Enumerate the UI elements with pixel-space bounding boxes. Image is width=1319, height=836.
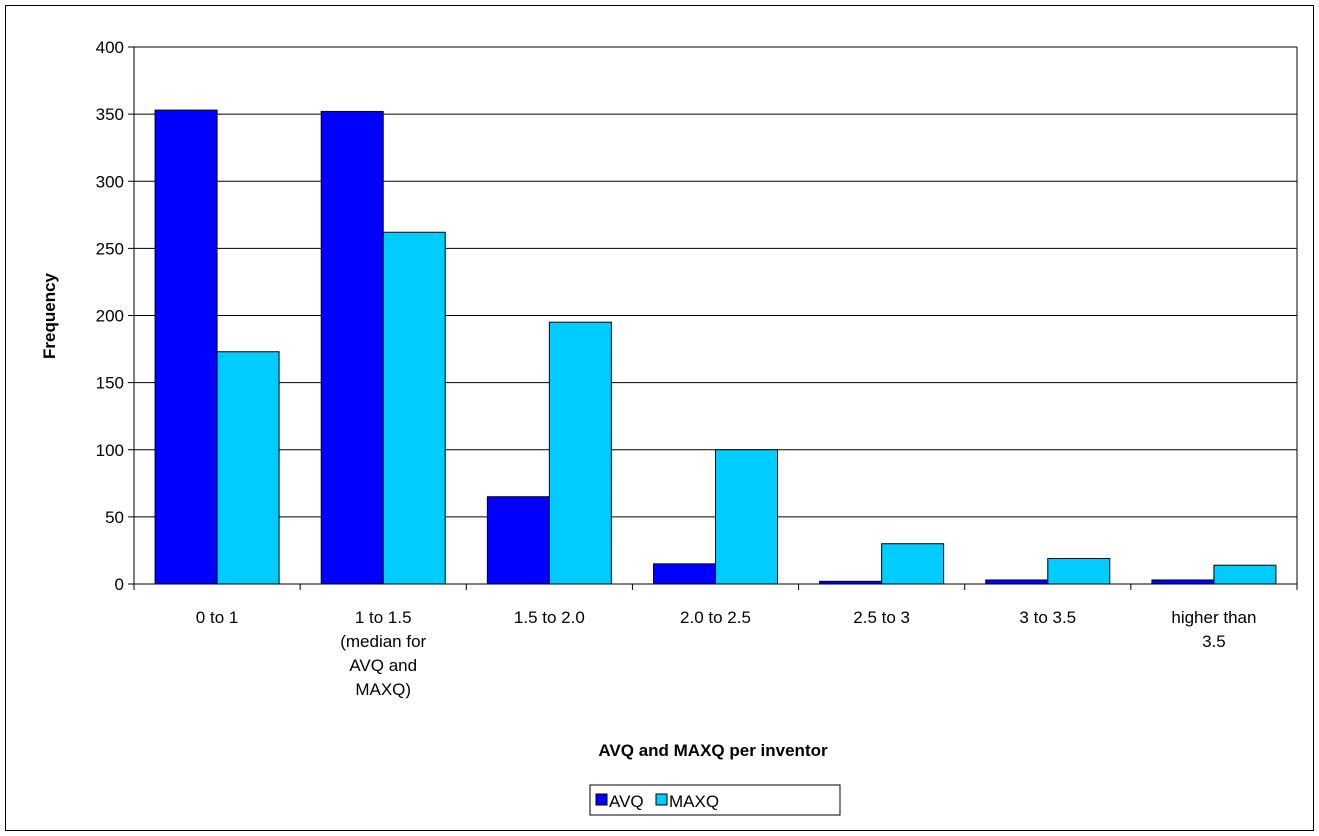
bar-avq	[154, 109, 218, 585]
x-category-label: (median for	[340, 632, 426, 651]
x-axis-title: AVQ and MAXQ per inventor	[598, 741, 828, 760]
bar-avq	[653, 563, 716, 585]
bar-maxq	[216, 351, 280, 585]
y-tick-labels: 0 50 100 150 200 250 300 350 400	[96, 38, 124, 594]
x-category-label: AVQ and	[349, 656, 417, 675]
y-tick-label: 300	[96, 172, 124, 191]
bars	[154, 109, 1277, 585]
bar-maxq	[1213, 564, 1277, 585]
legend-label-maxq: MAXQ	[669, 792, 719, 811]
legend-box	[589, 784, 841, 816]
axes	[128, 46, 1298, 590]
y-tick-label: 0	[115, 575, 124, 594]
x-category-label: 2.5 to 3	[853, 608, 910, 627]
bar-maxq	[715, 449, 778, 585]
y-tick-label: 100	[96, 441, 124, 460]
bar-avq	[320, 110, 384, 585]
x-category-label: higher than	[1171, 608, 1256, 627]
bar-maxq	[382, 231, 446, 585]
y-tick-label: 150	[96, 374, 124, 393]
legend-swatch-maxq	[655, 793, 668, 806]
x-category-labels: 0 to 1 1 to 1.5 (median for AVQ and MAXQ) 1.5…	[196, 608, 1257, 699]
bar-maxq	[548, 321, 612, 585]
legend-swatch-avq	[595, 793, 608, 806]
bar-maxq	[1047, 557, 1111, 585]
y-tick-label: 350	[96, 105, 124, 124]
bar-maxq	[881, 543, 945, 585]
x-category-label: 3.5	[1202, 632, 1226, 651]
gridlines	[134, 46, 1297, 518]
bar-avq	[985, 579, 1049, 585]
y-tick-label: 250	[96, 239, 124, 258]
x-category-label: 2.0 to 2.5	[680, 608, 751, 627]
legend-label-avq: AVQ	[609, 792, 644, 811]
x-category-label: 1.5 to 2.0	[514, 608, 585, 627]
x-category-label: 1 to 1.5	[355, 608, 412, 627]
bar-avq	[486, 496, 550, 585]
y-tick-label: 400	[96, 38, 124, 57]
legend: AVQ MAXQ	[589, 784, 841, 816]
y-tick-label: 50	[105, 508, 124, 527]
y-tick-label: 200	[96, 307, 124, 326]
x-category-label: 0 to 1	[196, 608, 239, 627]
x-category-label: MAXQ)	[355, 680, 411, 699]
x-category-label: 3 to 3.5	[1019, 608, 1076, 627]
y-axis-title: Frequency	[40, 272, 59, 359]
bar-avq	[1151, 579, 1215, 585]
